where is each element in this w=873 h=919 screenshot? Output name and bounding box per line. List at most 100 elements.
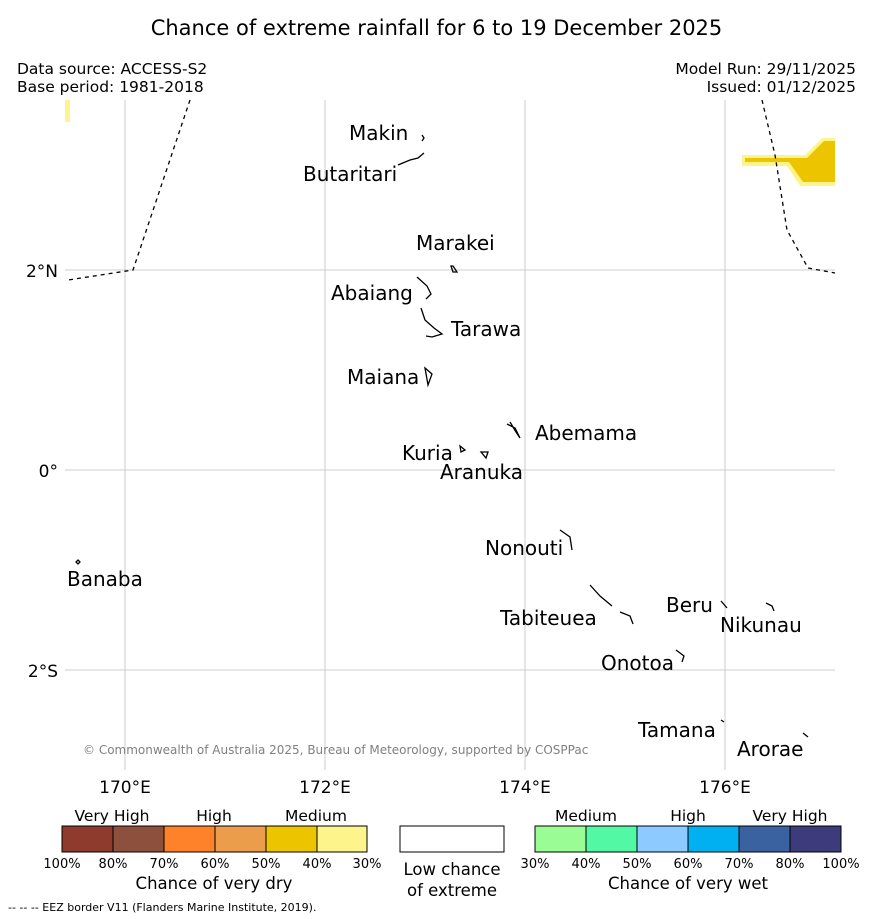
dry-tick-40: 40% xyxy=(303,857,332,872)
lon-label-172: 172°E xyxy=(299,778,351,798)
eez-footnote: -- -- -- EEZ border V11 (Flanders Marine… xyxy=(8,901,316,914)
wet-tick-40: 40% xyxy=(572,857,601,872)
dry-swatch-5 xyxy=(265,825,318,853)
low-chance-swatch xyxy=(399,825,505,853)
dry-swatch-2 xyxy=(112,825,165,853)
data-source: Data source: ACCESS-S2 xyxy=(17,60,208,78)
issued-date: Issued: 01/12/2025 xyxy=(706,78,856,96)
eez-west xyxy=(67,99,191,281)
dry-tick-60: 60% xyxy=(201,857,230,872)
island-shape-nonouti xyxy=(559,529,573,551)
dry-swatch-3 xyxy=(163,825,216,853)
island-shape-onotoa xyxy=(675,649,685,663)
gridlines xyxy=(65,100,835,770)
island-shape-banaba xyxy=(75,559,81,565)
lat-label-2s: 2°S xyxy=(28,662,58,682)
island-outlines xyxy=(75,134,809,738)
wet-tick-100: 100% xyxy=(822,857,859,872)
island-shape-abaiang xyxy=(416,276,432,300)
model-run: Model Run: 29/11/2025 xyxy=(675,60,856,78)
wet-category-medium: Medium xyxy=(555,807,617,825)
legend-dry: Very High High Medium 100% 80% 70% 60% 5… xyxy=(43,807,381,893)
wet-caption: Chance of very wet xyxy=(608,874,769,893)
island-shape-nikunau xyxy=(765,602,775,612)
island-shape-aranuka xyxy=(479,451,489,460)
legend-low-chance: Low chance of extreme xyxy=(399,825,505,900)
dry-swatch-6 xyxy=(316,825,368,853)
wet-swatch-4 xyxy=(687,825,740,853)
eez-east xyxy=(761,99,836,274)
copyright-notice: © Commonwealth of Australia 2025, Bureau… xyxy=(83,743,588,757)
lat-label-2n: 2°N xyxy=(26,262,58,282)
wet-tick-50: 50% xyxy=(623,857,652,872)
wet-tick-80: 80% xyxy=(776,857,805,872)
island-label-kuria: Kuria xyxy=(402,441,453,465)
lat-label-0: 0° xyxy=(39,462,58,482)
run-info: Model Run: 29/11/2025 Issued: 01/12/2025 xyxy=(675,60,856,96)
island-shape-kuria xyxy=(459,444,467,453)
wet-swatch-2 xyxy=(585,825,638,853)
island-shape-tamana xyxy=(720,719,725,723)
wet-category-high: High xyxy=(670,807,706,825)
lon-label-176: 176°E xyxy=(699,778,751,798)
island-label-abemama: Abemama xyxy=(535,421,637,445)
wet-swatch-3 xyxy=(636,825,689,853)
island-label-maiana: Maiana xyxy=(347,365,419,389)
dry-tick-50: 50% xyxy=(252,857,281,872)
source-info: Data source: ACCESS-S2 Base period: 1981… xyxy=(17,60,207,96)
dry-tick-30: 30% xyxy=(353,857,382,872)
wet-tick-30: 30% xyxy=(521,857,550,872)
wet-tick-60: 60% xyxy=(674,857,703,872)
island-shape-tabiteuea-s xyxy=(619,611,634,625)
island-label-tabiteuea: Tabiteuea xyxy=(499,606,597,630)
legend-wet: Medium High Very High 30% 40% 50% 60% 70… xyxy=(521,807,860,893)
dry-swatch-4 xyxy=(214,825,267,853)
island-label-tamana: Tamana xyxy=(637,718,716,742)
island-label-arorae: Arorae xyxy=(737,737,803,761)
dry-tick-100: 100% xyxy=(43,857,80,872)
island-shape-tabiteuea-n xyxy=(589,584,613,607)
eez-border xyxy=(67,99,836,281)
island-shape-abemama xyxy=(506,421,521,439)
island-shape-maiana xyxy=(424,366,433,388)
island-shape-marakei xyxy=(450,265,459,273)
low-chance-line1: Low chance xyxy=(403,860,500,879)
dry-category-very-high: Very High xyxy=(74,807,149,825)
shading-ne-inner xyxy=(745,141,835,182)
dry-category-high: High xyxy=(196,807,232,825)
island-label-banaba: Banaba xyxy=(67,567,143,591)
shading-left-edge xyxy=(65,100,70,122)
island-label-beru: Beru xyxy=(666,593,713,617)
island-shape-tarawa xyxy=(420,307,444,338)
low-chance-line2: of extreme xyxy=(407,881,497,900)
wet-swatch-5 xyxy=(738,825,791,853)
island-label-onotoa: Onotoa xyxy=(601,651,674,675)
island-label-nikunau: Nikunau xyxy=(720,613,802,637)
base-period: Base period: 1981-2018 xyxy=(17,78,204,96)
island-shape-arorae xyxy=(802,732,809,738)
page-title: Chance of extreme rainfall for 6 to 19 D… xyxy=(150,16,723,40)
dry-tick-80: 80% xyxy=(99,857,128,872)
lon-label-174: 174°E xyxy=(499,778,551,798)
dry-caption: Chance of very dry xyxy=(136,874,293,893)
wet-tick-70: 70% xyxy=(725,857,754,872)
island-label-marakei: Marakei xyxy=(416,231,495,255)
island-labels: Makin Butaritari Marakei Abaiang Tarawa … xyxy=(67,121,803,761)
island-label-butaritari: Butaritari xyxy=(303,162,397,186)
island-shape-beru xyxy=(720,600,728,609)
island-shape-butaritari xyxy=(397,152,425,166)
island-label-abaiang: Abaiang xyxy=(331,281,413,305)
island-label-tarawa: Tarawa xyxy=(450,317,521,341)
axis-labels: 2°N 0° 2°S 170°E 172°E 174°E 176°E xyxy=(26,262,751,798)
rainfall-shading xyxy=(65,100,835,186)
wet-category-very-high: Very High xyxy=(752,807,827,825)
island-label-makin: Makin xyxy=(349,121,408,145)
wet-swatch-6 xyxy=(789,825,842,853)
island-label-nonouti: Nonouti xyxy=(485,536,563,560)
dry-swatch-1 xyxy=(61,825,114,853)
dry-category-medium: Medium xyxy=(285,807,347,825)
wet-swatch-1 xyxy=(534,825,587,853)
lon-label-170: 170°E xyxy=(99,778,151,798)
island-label-aranuka: Aranuka xyxy=(440,460,523,484)
